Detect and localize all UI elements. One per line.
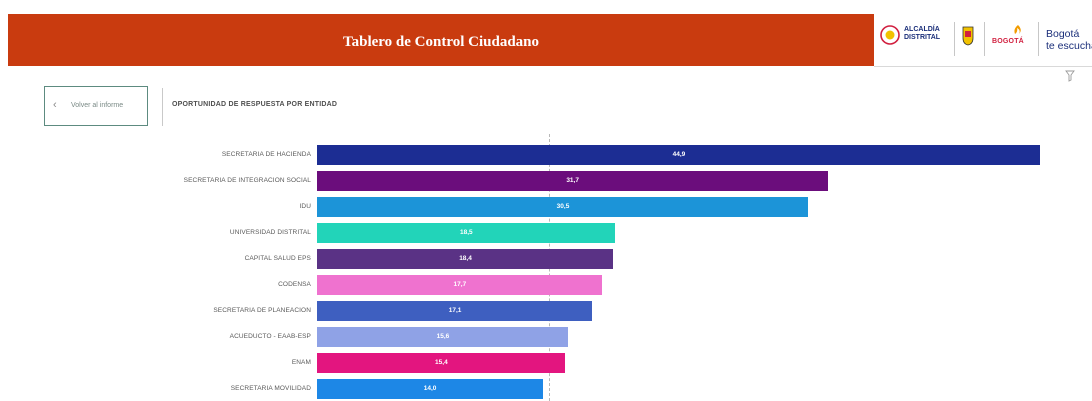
bar[interactable] [317, 379, 543, 399]
bar-value-label: 15,6 [436, 333, 450, 340]
filter-icon[interactable] [1065, 70, 1075, 82]
chevron-left-icon: ‹ [53, 99, 57, 111]
logo-divider [1038, 22, 1039, 56]
dashboard-header-bar: Tablero de Control Ciudadano [8, 14, 874, 66]
bar-value-label: 18,5 [460, 229, 473, 236]
bar[interactable] [317, 301, 593, 321]
logo-tag-line1: Bogotá [1046, 28, 1080, 40]
bar-value-label: 30,5 [556, 203, 570, 210]
bar-value-label: 14,0 [423, 385, 437, 392]
logo-divider [954, 22, 955, 56]
bar[interactable] [317, 249, 614, 269]
section-title: OPORTUNIDAD DE RESPUESTA POR ENTIDAD [172, 101, 338, 108]
bar-value-label: 17,1 [448, 307, 462, 314]
category-label: SECRETARIA DE HACIENDA [221, 151, 311, 158]
bar-value-label: 15,4 [435, 359, 448, 366]
bar[interactable] [317, 353, 566, 373]
category-label: UNIVERSIDAD DISTRITAL [229, 229, 311, 236]
bogota-logo-word: BOGOTÁ [992, 38, 1024, 45]
alcaldia-seal-icon [880, 25, 900, 45]
back-button-label: Volver al informe [71, 102, 124, 109]
category-label: SECRETARIA DE PLANEACION [213, 307, 311, 314]
category-label: SECRETARIA DE INTEGRACION SOCIAL [183, 177, 311, 184]
back-to-report-button[interactable]: ‹ Volver al informe [44, 86, 148, 126]
bar-value-label: 18,4 [459, 255, 472, 262]
bogota-te-escucha-logo: Bogotá te escucha [1046, 28, 1092, 52]
bogota-flame-icon [1014, 25, 1021, 34]
bar[interactable] [317, 171, 828, 191]
category-label: IDU [299, 203, 311, 210]
alcaldia-logo-text: ALCALDÍA DISTRITAL [904, 26, 941, 41]
category-label: ENAM [291, 359, 311, 366]
header-divider [162, 88, 163, 126]
dashboard-title: Tablero de Control Ciudadano [342, 34, 540, 50]
institution-logos: ALCALDÍA DISTRITAL BOGOTÁ Bogotá te escu… [874, 14, 1092, 67]
logo-divider [984, 22, 985, 56]
bar[interactable] [317, 145, 1041, 165]
category-label: CODENSA [278, 281, 311, 288]
logo-tag-line2: te escucha [1046, 40, 1092, 52]
category-label: SECRETARIA MOVILIDAD [230, 385, 311, 392]
bar-value-label: 31,7 [566, 177, 579, 184]
category-label: CAPITAL SALUD EPS [244, 255, 311, 262]
bar-value-label: 17,7 [453, 281, 467, 288]
bar[interactable] [317, 327, 569, 347]
bar-value-label: 44,9 [672, 151, 686, 158]
city-shield-icon [962, 26, 974, 46]
bar[interactable] [317, 223, 615, 243]
category-label: ACUEDUCTO - EAAB-ESP [229, 333, 311, 340]
bar[interactable] [317, 197, 809, 217]
bar[interactable] [317, 275, 603, 295]
